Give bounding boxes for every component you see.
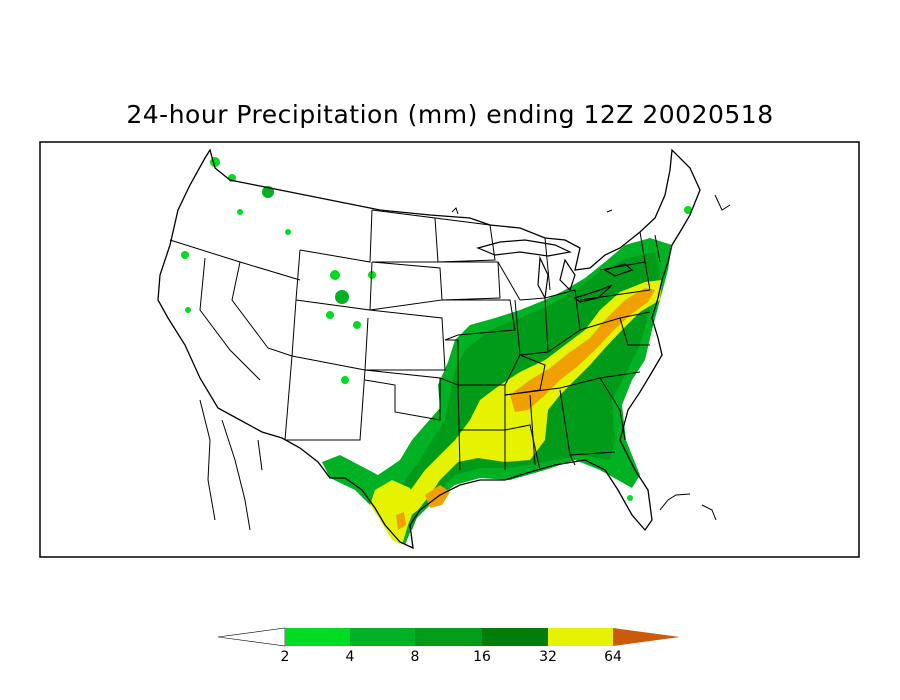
legend-label: 32 [539,649,557,665]
precip-speck [353,321,361,329]
legend-label: 2 [281,649,290,665]
legend-swatch [285,628,350,646]
precip-speck [330,270,340,280]
legend-swatch [482,628,548,646]
precip-orange-texas [396,512,406,530]
precip-yellow-texas [370,480,416,545]
precip-speck [326,311,334,319]
legend-label: 64 [604,649,622,665]
legend-swatch-extreme [613,628,680,646]
precip-speck [262,186,274,198]
map-frame [39,141,860,558]
precip-speck [285,229,291,235]
precip-speck [341,376,349,384]
mexico-coast [199,194,731,531]
legend-label: 16 [473,649,491,665]
legend-label: 4 [346,649,355,665]
legend-swatch [548,628,613,646]
precip-speck [181,251,189,259]
state-borders [169,209,661,471]
precip-speck [237,209,243,215]
great-lakes [476,239,634,303]
map-title: 24-hour Precipitation (mm) ending 12Z 20… [126,100,774,129]
legend-swatch [415,628,482,646]
legend-label: 8 [411,649,420,665]
us-outline [157,148,701,550]
precip-speck [335,290,349,304]
legend-swatch-below [217,627,286,647]
legend-swatch [350,628,415,646]
precip-orange-band [510,288,655,412]
precip-speck [684,206,692,214]
precip-speck [368,271,376,279]
precip-speck [185,307,191,313]
precip-speck [627,495,633,501]
